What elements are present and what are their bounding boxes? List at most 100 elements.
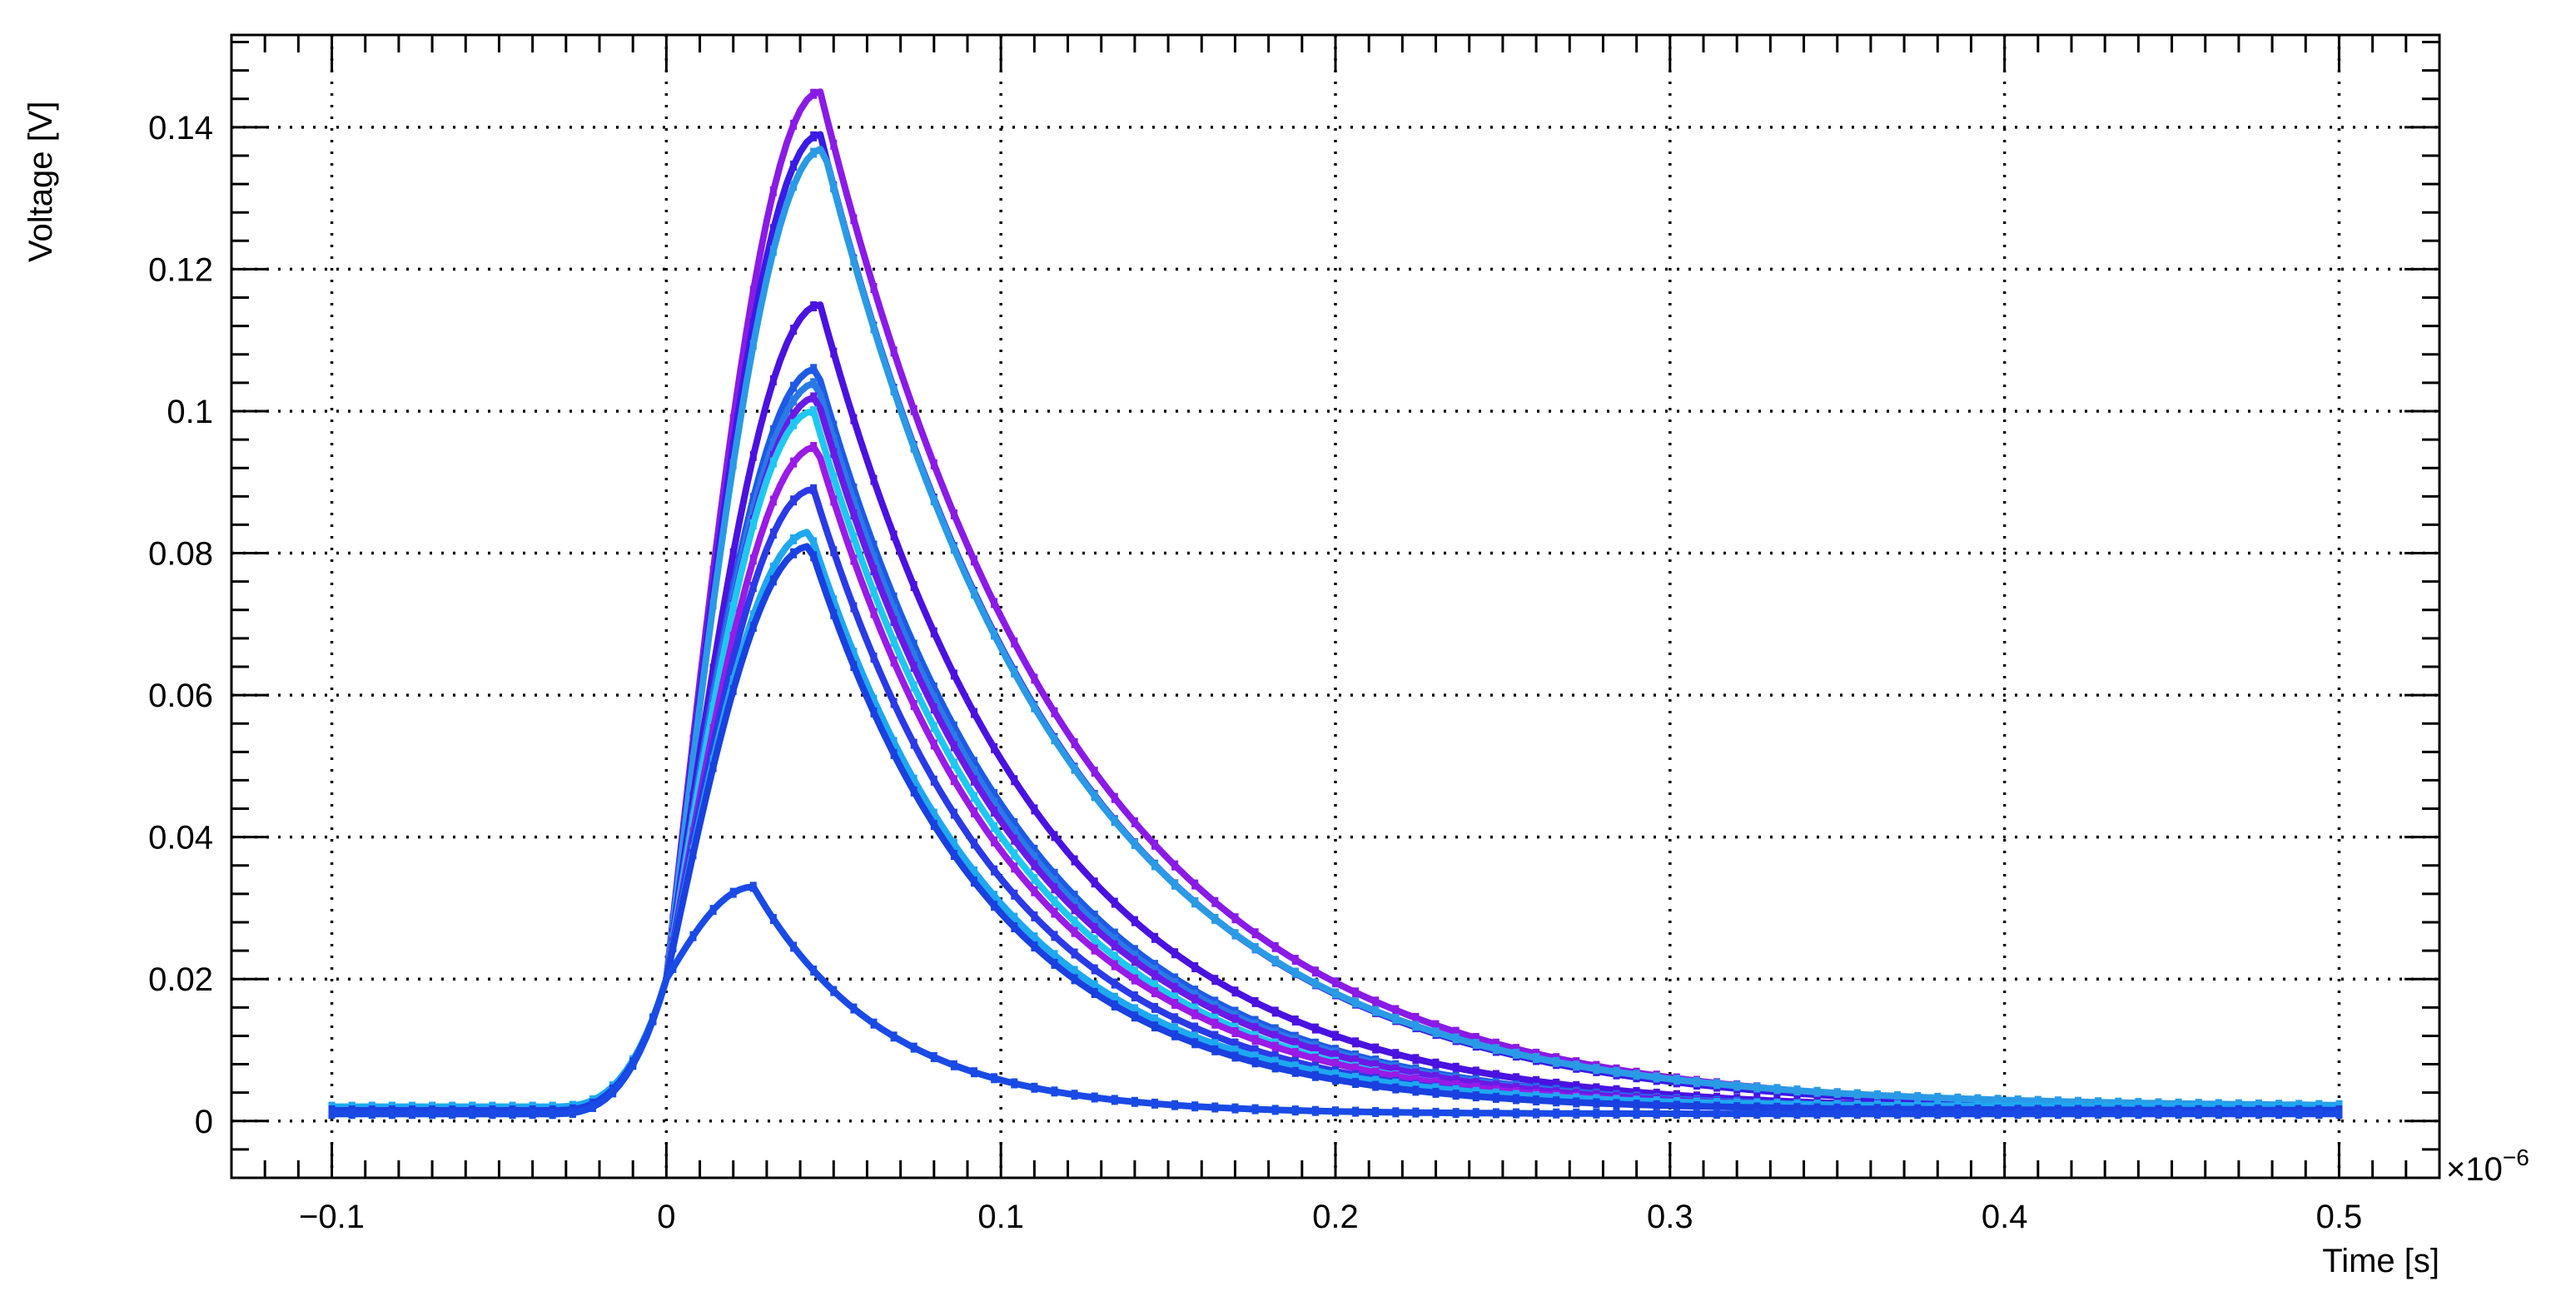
- series-point: [991, 742, 998, 753]
- y-tick-label: 0.06: [148, 678, 213, 714]
- series-point: [1613, 1108, 1620, 1119]
- series-point: [1513, 1108, 1519, 1119]
- series-point: [1191, 1003, 1199, 1014]
- series-point: [910, 774, 918, 785]
- series-point: [890, 592, 898, 603]
- series-point: [1472, 1066, 1479, 1077]
- series-point: [1071, 1090, 1078, 1100]
- series-point: [890, 615, 898, 626]
- series-point: [850, 554, 858, 565]
- series-point: [790, 409, 798, 420]
- series-point: [1332, 988, 1339, 999]
- series-point: [1171, 1023, 1179, 1034]
- series-point: [1251, 1104, 1259, 1115]
- series-point: [1873, 1090, 1881, 1100]
- series-point: [1472, 1091, 1479, 1102]
- series-point: [1291, 1066, 1299, 1077]
- series-point: [1011, 826, 1018, 837]
- series-point: [729, 887, 737, 898]
- series-point: [870, 565, 878, 576]
- series-point: [870, 323, 878, 334]
- series-point: [1131, 966, 1138, 977]
- series-point: [930, 703, 937, 714]
- series-point: [769, 425, 777, 435]
- series-point: [1091, 767, 1098, 777]
- series-point: [971, 866, 977, 876]
- series-point: [2034, 1095, 2041, 1106]
- series-point: [830, 472, 838, 483]
- series-point: [870, 608, 878, 618]
- series-point: [790, 548, 798, 559]
- series-point: [850, 483, 858, 494]
- series-point: [1533, 1053, 1540, 1063]
- series-point: [1111, 928, 1118, 939]
- series-point: [1111, 1000, 1118, 1011]
- series-point: [709, 723, 717, 734]
- series-point: [1171, 879, 1179, 890]
- series-point: [1773, 1084, 1781, 1095]
- series-point: [1031, 844, 1038, 855]
- series-point: [1553, 1078, 1560, 1089]
- series-point: [1111, 992, 1118, 1003]
- series-point: [1392, 1013, 1400, 1024]
- series-point: [991, 789, 998, 799]
- series-point: [1271, 1051, 1279, 1062]
- series-point: [991, 797, 998, 808]
- series-point: [930, 808, 937, 819]
- series-point: [749, 340, 757, 350]
- series-point: [1031, 860, 1038, 871]
- series-point: [1332, 1050, 1339, 1060]
- x-tick-label: 0.4: [1982, 1199, 2028, 1235]
- series-point: [971, 708, 977, 718]
- series-point: [1553, 1056, 1560, 1067]
- series-point: [1031, 911, 1038, 921]
- series-point: [830, 546, 838, 557]
- series-point: [1051, 883, 1058, 894]
- series-point: [348, 1109, 356, 1120]
- series-point: [1573, 1097, 1580, 1108]
- series-point: [1452, 1090, 1460, 1100]
- series-point: [930, 1052, 937, 1062]
- series-point: [1573, 1108, 1580, 1119]
- series-point: [1673, 1109, 1680, 1119]
- series-point: [1412, 1068, 1420, 1079]
- series-point: [1151, 980, 1158, 991]
- series-point: [1492, 1070, 1499, 1080]
- series-point: [469, 1109, 476, 1120]
- series-point: [1071, 974, 1078, 985]
- series-point: [769, 457, 777, 468]
- series-point: [749, 582, 757, 593]
- series-point: [910, 1042, 918, 1053]
- series-point: [910, 738, 918, 749]
- series-point: [810, 378, 818, 389]
- series-point: [991, 822, 998, 832]
- series-point: [1894, 1109, 1902, 1120]
- series-point: [1693, 1109, 1700, 1120]
- series-point: [1051, 896, 1058, 906]
- series-point: [1372, 1043, 1380, 1054]
- series-point: [1231, 986, 1239, 997]
- series-point: [1673, 1075, 1680, 1085]
- series-point: [489, 1109, 496, 1120]
- series-point: [1051, 876, 1058, 886]
- series-point: [1191, 1038, 1199, 1049]
- series-point: [1031, 702, 1038, 713]
- series-point: [769, 562, 777, 573]
- series-point: [1171, 1030, 1179, 1040]
- x-tick-label: 0.2: [1312, 1199, 1359, 1235]
- series-point: [950, 839, 957, 849]
- series-point: [1111, 897, 1118, 908]
- series-point: [1271, 1030, 1279, 1041]
- series-point: [1151, 1021, 1158, 1032]
- series-point: [850, 602, 858, 613]
- series-point: [1191, 1031, 1199, 1042]
- series-point: [1251, 1051, 1259, 1062]
- series-point: [1011, 834, 1018, 845]
- series-point: [1031, 673, 1038, 684]
- series-point: [1412, 1107, 1420, 1118]
- series-point: [1533, 1075, 1540, 1086]
- series-point: [1593, 1083, 1600, 1094]
- series-point: [1151, 1002, 1158, 1013]
- series-point: [689, 849, 697, 860]
